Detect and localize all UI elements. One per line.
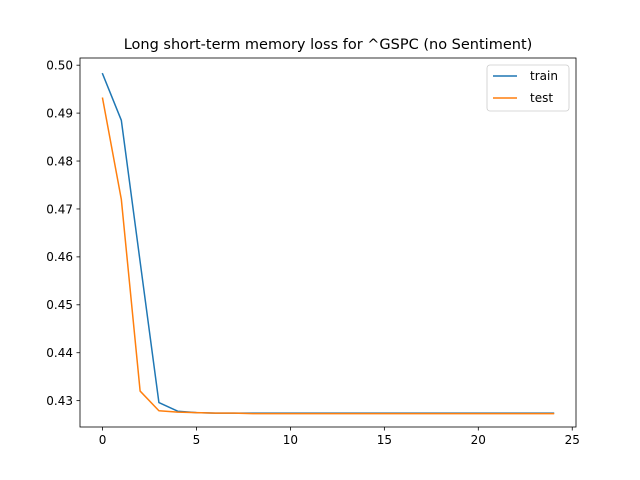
- x-tick-label: 10: [283, 433, 298, 447]
- chart-title: Long short-term memory loss for ^GSPC (n…: [124, 37, 533, 53]
- x-tick-label: 20: [471, 433, 486, 447]
- x-tick-label: 15: [377, 433, 392, 447]
- y-tick-label: 0.48: [46, 154, 73, 168]
- y-tick-label: 0.43: [46, 394, 73, 408]
- x-tick-label: 0: [99, 433, 107, 447]
- series-line-test: [101, 97, 555, 415]
- axes-frame: [79, 57, 577, 428]
- x-tick-label: 25: [565, 433, 580, 447]
- y-tick-label: 0.50: [46, 58, 73, 72]
- y-tick-label: 0.45: [46, 298, 73, 312]
- axes-background: [80, 58, 576, 427]
- series-layer: [101, 72, 555, 415]
- y-axis: 0.43 0.44 0.45 0.46 0.47 0.48 0.49 0.50: [46, 58, 80, 408]
- x-tick-label: 5: [193, 433, 201, 447]
- plot-area: [80, 58, 576, 427]
- y-tick-label: 0.44: [46, 346, 73, 360]
- legend-label-test: test: [530, 91, 553, 105]
- legend-label-train: train: [530, 69, 558, 83]
- legend: train test: [486, 64, 570, 112]
- y-tick-label: 0.49: [46, 106, 73, 120]
- x-axis: 0 5 10 15 20 25: [99, 427, 580, 447]
- y-tick-label: 0.46: [46, 250, 73, 264]
- y-tick-label: 0.47: [46, 202, 73, 216]
